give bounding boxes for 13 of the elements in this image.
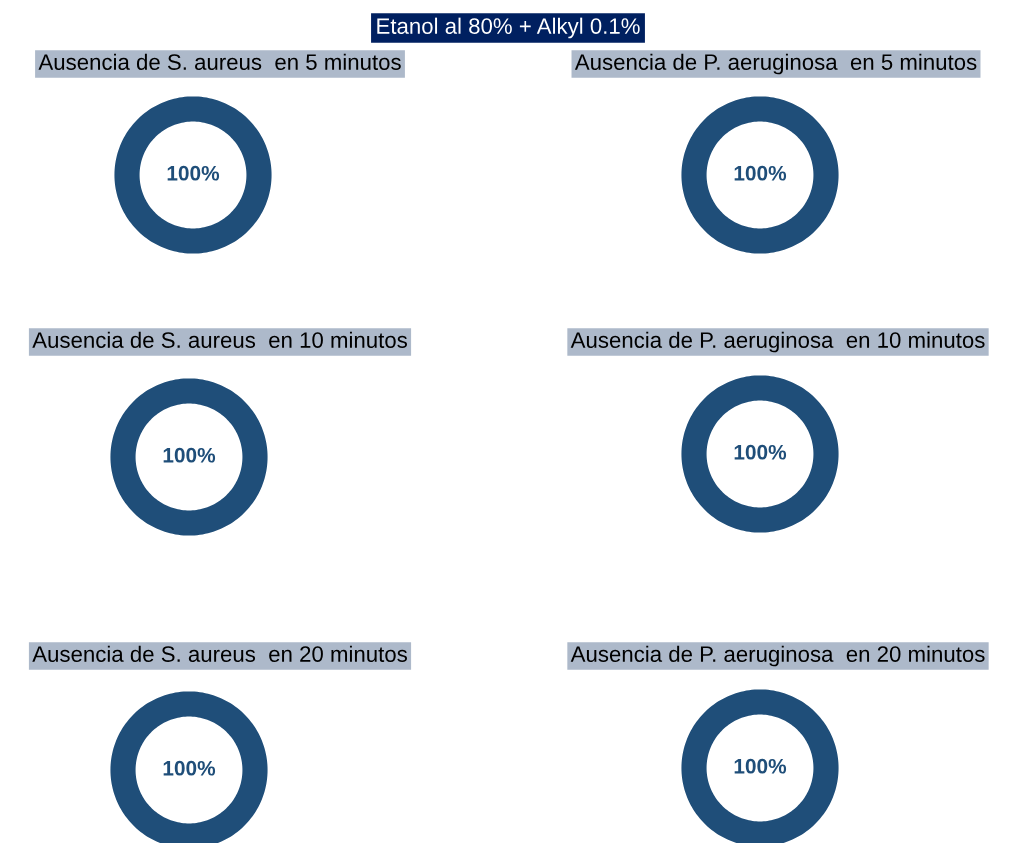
- text: Etanol al 80% + Alkyl 0.1%: [377, 17, 640, 39]
- chart-title: Ausencia de P. aeruginosa en 10 minutos: [570, 331, 985, 353]
- data-label: 100%: [163, 447, 216, 463]
- chart-title: Ausencia de P. aeruginosa en 5 minutos: [574, 53, 977, 75]
- chart-title: Ausencia de S. aureus en 20 minutos: [32, 645, 407, 662]
- chart-title: Ausencia de S. aureus en 5 minutos: [38, 53, 401, 70]
- chart-title: Ausencia de P. aeruginosa en 20 minutos: [570, 645, 985, 667]
- data-label: 100%: [167, 165, 220, 181]
- chart-title: Ausencia de S. aureus en 10 minutos: [32, 331, 407, 348]
- data-label: 100%: [734, 444, 787, 460]
- data-label: 100%: [734, 758, 787, 774]
- data-label: 100%: [163, 760, 216, 776]
- data-label: 100%: [734, 165, 787, 181]
